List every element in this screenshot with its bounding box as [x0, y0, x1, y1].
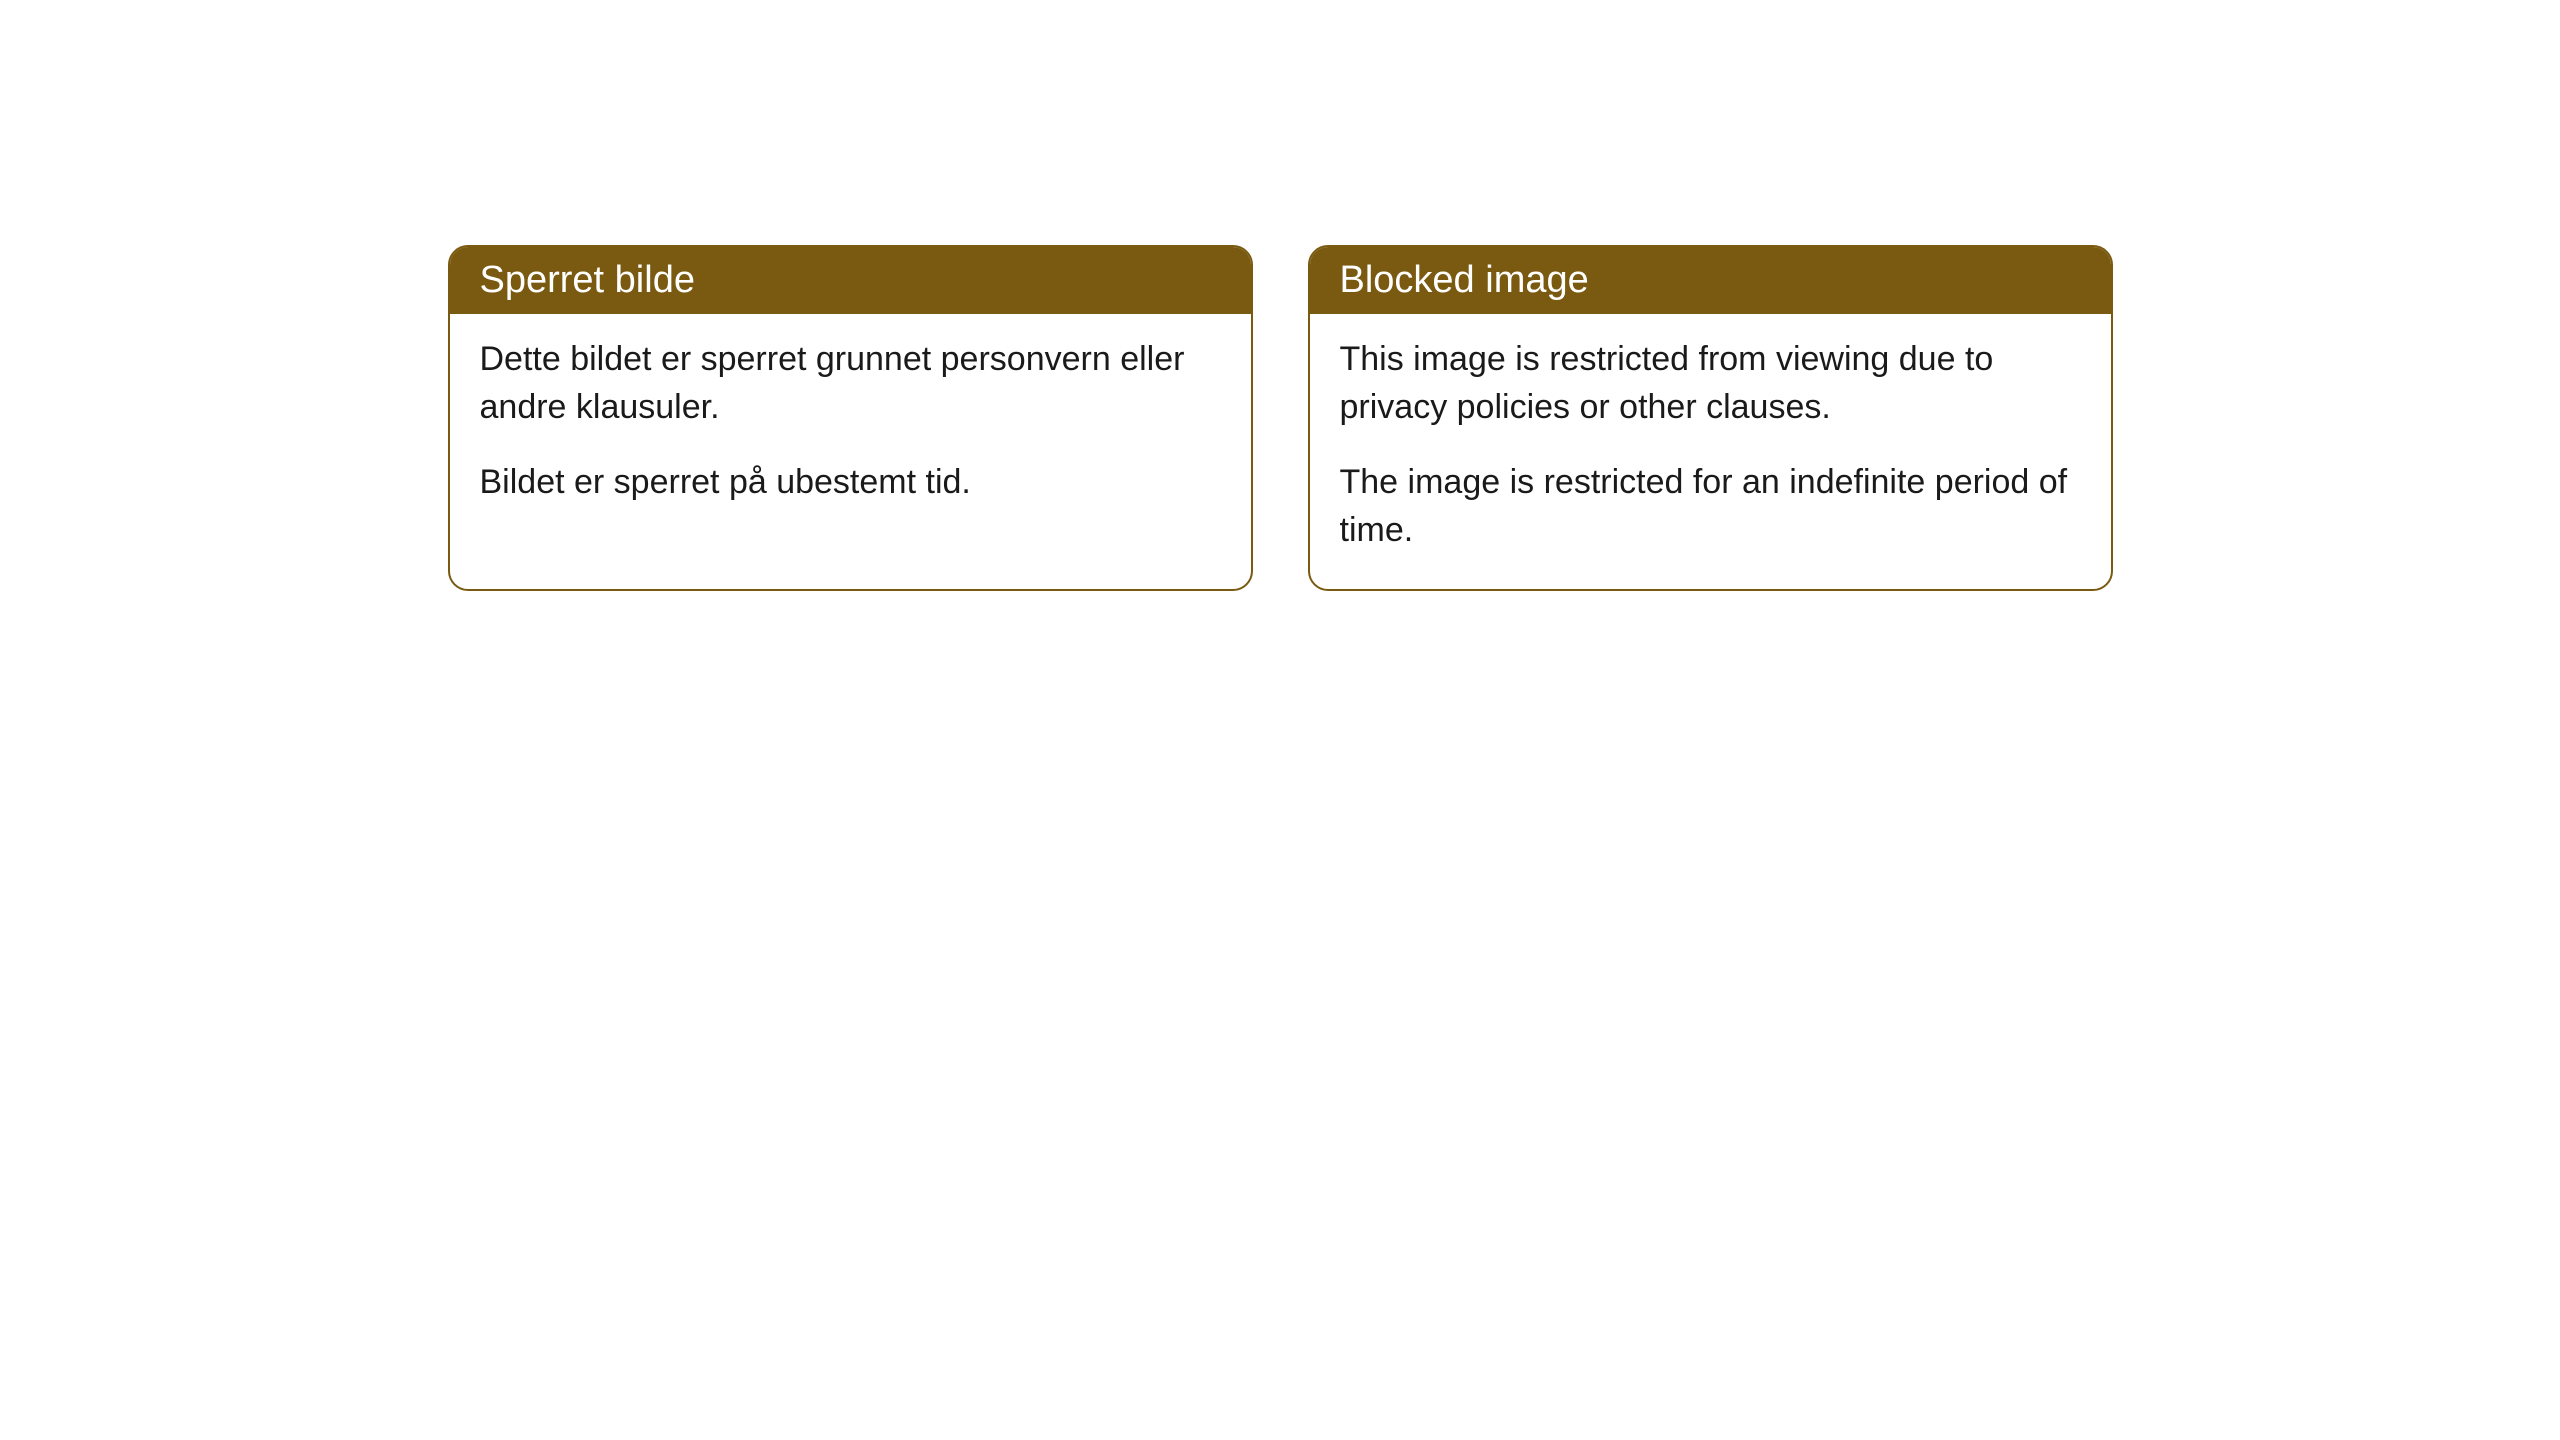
notice-container: Sperret bilde Dette bildet er sperret gr…: [0, 245, 2560, 591]
card-body: Dette bildet er sperret grunnet personve…: [450, 314, 1251, 542]
notice-paragraph: Bildet er sperret på ubestemt tid.: [480, 459, 1221, 507]
card-title: Blocked image: [1340, 259, 1589, 301]
notice-paragraph: The image is restricted for an indefinit…: [1340, 459, 2081, 554]
card-header: Sperret bilde: [450, 247, 1251, 314]
notice-paragraph: Dette bildet er sperret grunnet personve…: [480, 336, 1221, 431]
notice-card-english: Blocked image This image is restricted f…: [1308, 245, 2113, 591]
card-header: Blocked image: [1310, 247, 2111, 314]
notice-paragraph: This image is restricted from viewing du…: [1340, 336, 2081, 431]
notice-card-norwegian: Sperret bilde Dette bildet er sperret gr…: [448, 245, 1253, 591]
card-title: Sperret bilde: [480, 259, 695, 301]
card-body: This image is restricted from viewing du…: [1310, 314, 2111, 589]
